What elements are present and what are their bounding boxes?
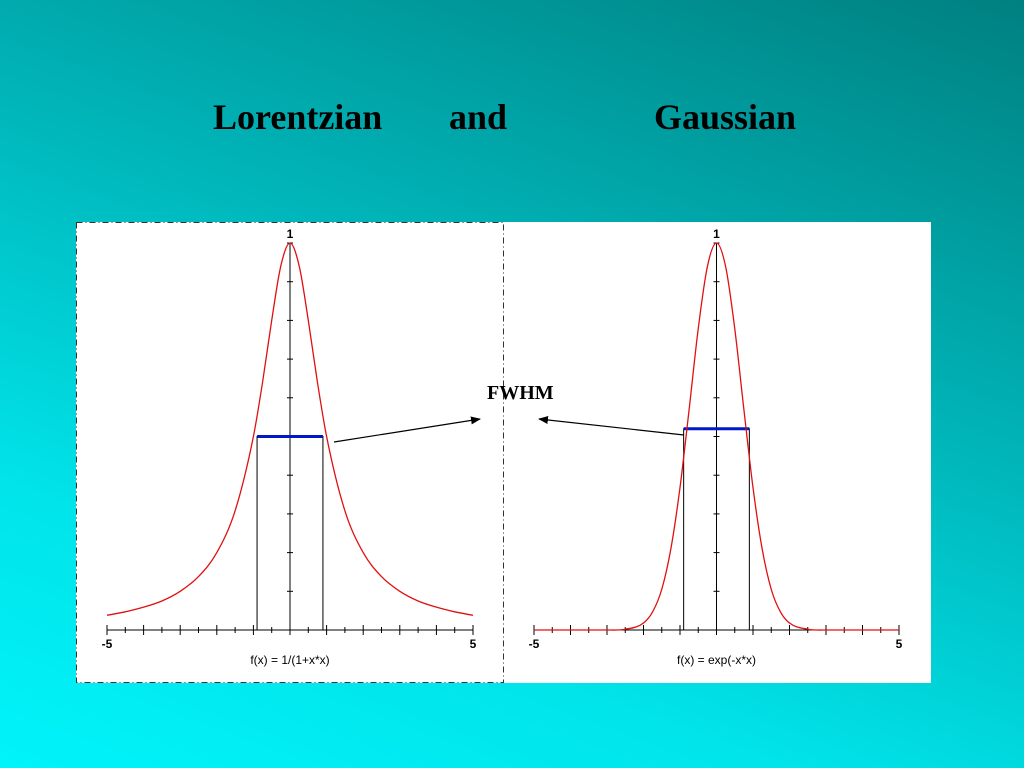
gaussian-y-tick-label: 1 [713,227,720,241]
lorentzian-x-tick-label-min: -5 [102,637,113,651]
lorentzian-panel: 1 -5 5 f(x) = 1/(1+x*x) [76,222,504,683]
gaussian-curve [534,242,899,631]
lorentzian-curve [106,242,474,616]
title-lorentzian: Lorentzian [213,97,383,137]
gaussian-panel-bg [504,222,931,683]
gaussian-x-tick-label-max: 5 [896,637,903,651]
gaussian-plot: 1 -5 5 f(x) = exp(-x*x) [529,227,903,667]
fwhm-label: FWHM [487,382,554,404]
title-gaussian: Gaussian [654,97,797,137]
gaussian-panel: 1 -5 5 f(x) = exp(-x*x) [504,222,931,683]
lorentzian-x-tick-label-max: 5 [470,637,477,651]
lorentzian-plot: 1 -5 5 f(x) = 1/(1+x*x) [102,227,477,667]
lorentzian-panel-border [76,222,504,683]
lorentzian-function-label: f(x) = 1/(1+x*x) [250,653,329,667]
fwhm-arrow-left [333,416,481,443]
gaussian-function-label: f(x) = exp(-x*x) [677,653,756,667]
title-and: and [449,97,508,137]
gaussian-x-tick-label-min: -5 [529,637,540,651]
lorentzian-y-tick-label: 1 [287,227,294,241]
fwhm-arrow-right [538,416,685,436]
slide-title: Lorentzian and Gaussian [0,96,1024,140]
